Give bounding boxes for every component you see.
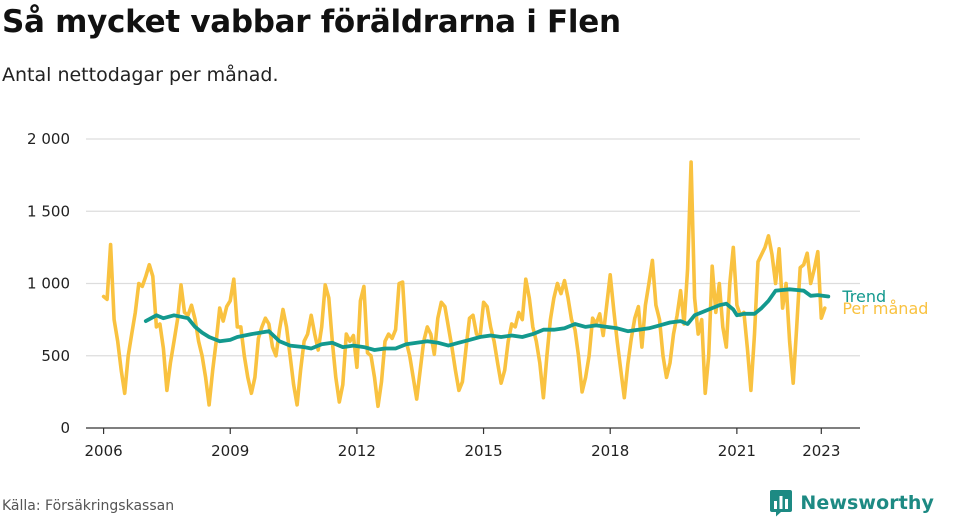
y-tick-label: 2 000 <box>27 130 70 148</box>
chart-subtitle: Antal nettodagar per månad. <box>2 64 279 86</box>
x-tick-label: 2012 <box>338 442 376 460</box>
y-tick-label: 1 000 <box>27 275 70 293</box>
brand-name: Newsworthy <box>800 492 934 514</box>
x-tick-label: 2015 <box>464 442 502 460</box>
chart-title: Så mycket vabbar föräldrarna i Flen <box>2 4 621 40</box>
x-tick-label: 2006 <box>84 442 122 460</box>
x-tick-label: 2021 <box>718 442 756 460</box>
y-tick-label: 0 <box>60 419 70 437</box>
source-note: Källa: Försäkringskassan <box>2 498 175 514</box>
newsworthy-logo[interactable]: Newsworthy <box>769 489 934 517</box>
trend-series-line <box>143 287 831 352</box>
x-tick-label: 2023 <box>802 442 840 460</box>
trend-legend-label: Trend <box>841 287 886 306</box>
x-tick-label: 2018 <box>591 442 629 460</box>
y-tick-label: 1 500 <box>27 202 70 220</box>
bar-chart-icon <box>770 490 793 517</box>
y-tick-label: 500 <box>41 347 70 365</box>
monthly-legend-label: Per månad <box>842 299 928 318</box>
x-tick-label: 2009 <box>211 442 249 460</box>
line-chart: 0 500 1 000 1 500 2 000 2006 2009 2012 2015 2018 2… <box>27 130 928 460</box>
monthly-series-line <box>101 160 827 409</box>
